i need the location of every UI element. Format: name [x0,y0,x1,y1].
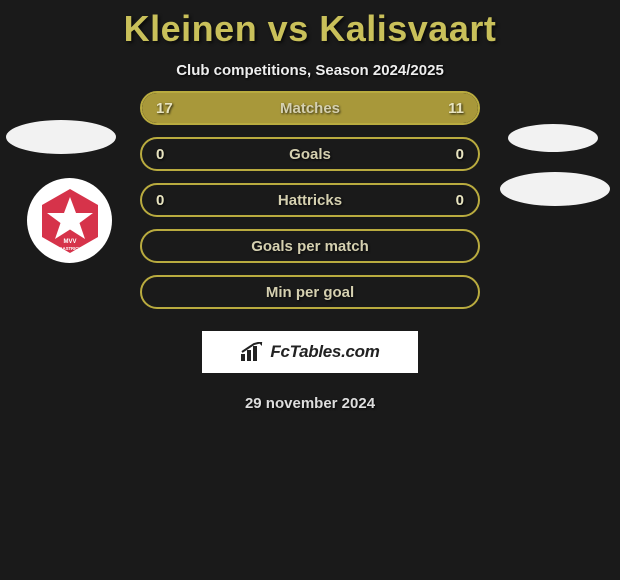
club-badge-icon: MVV MAASTRICHT [36,187,104,255]
stat-value-right: 0 [456,139,464,171]
page-title: Kleinen vs Kalisvaart [0,0,620,50]
chart-icon [240,342,266,362]
stat-value-left: 17 [156,93,173,125]
stat-value-left: 0 [156,139,164,171]
stat-value-left: 0 [156,185,164,217]
stat-row: Hattricks0 0 [140,183,480,217]
stat-label: Goals per match [142,231,478,263]
stat-row: Goals0 0 [140,137,480,171]
club-badge-line1: MVV [63,239,76,245]
date-line: 29 november 2024 [0,395,620,412]
brand-text: FcTables.com [270,342,379,362]
club-badge-line2: MAASTRICHT [56,246,84,251]
avatar-placeholder-right-2 [500,172,610,206]
stat-value-right: 0 [456,185,464,217]
stat-label: Hattricks [142,185,478,217]
brand-box[interactable]: FcTables.com [202,331,418,373]
stat-row: Matches17 11 [140,91,480,125]
stat-row: Min per goal [140,275,480,309]
club-badge: MVV MAASTRICHT [27,178,112,263]
avatar-placeholder-right-1 [508,124,598,152]
stat-label: Matches [142,93,478,125]
avatar-placeholder-left [6,120,116,154]
stat-row: Goals per match [140,229,480,263]
subtitle: Club competitions, Season 2024/2025 [0,62,620,79]
stat-label: Min per goal [142,277,478,309]
stat-label: Goals [142,139,478,171]
stat-value-right: 11 [448,93,464,125]
